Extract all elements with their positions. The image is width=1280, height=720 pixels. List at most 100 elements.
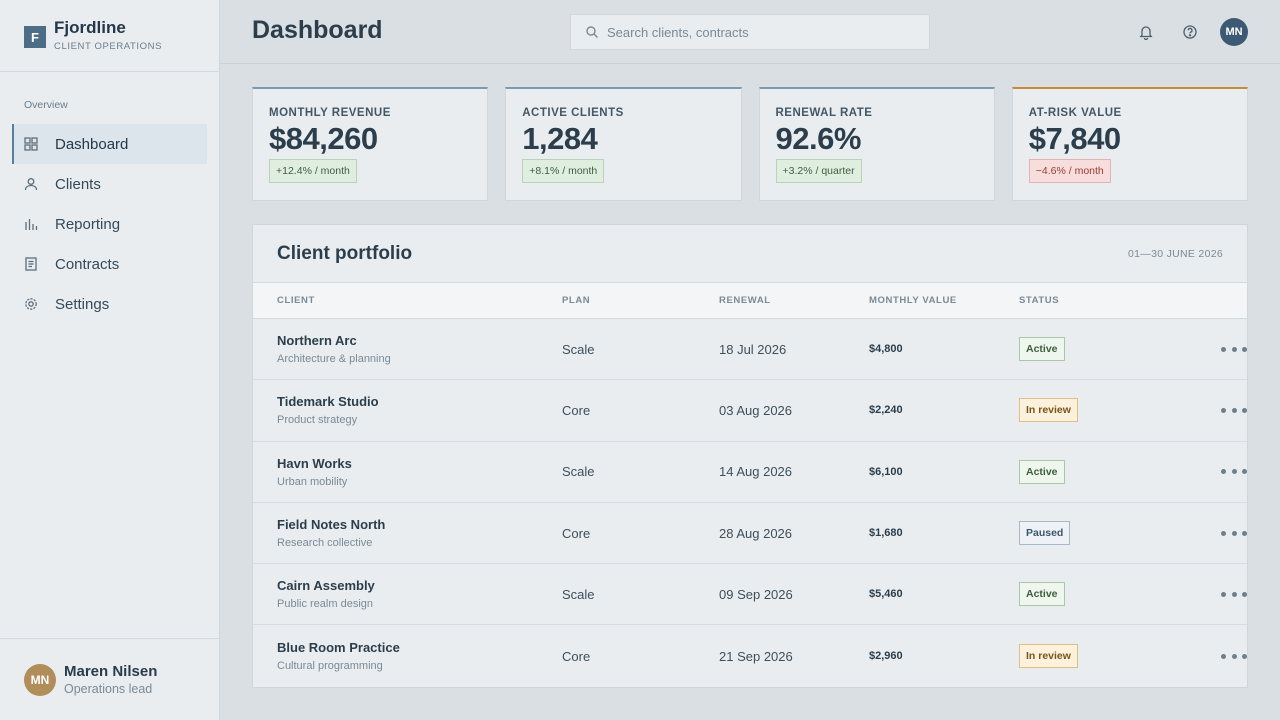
sidebar-nav: Dashboard Clients Reporting Contracts Se… bbox=[0, 124, 219, 324]
status-badge: Active bbox=[1019, 337, 1065, 362]
kpi-label: RENEWAL RATE bbox=[775, 107, 873, 119]
sidebar-item-label: Dashboard bbox=[55, 135, 129, 153]
plan-cell: Scale bbox=[562, 341, 595, 357]
table-row[interactable]: Field Notes North Research collective Core… bbox=[253, 503, 1247, 565]
kpi-card-at-risk-value: AT-RISK VALUE $7,840 −4.6% / month bbox=[1011, 87, 1248, 201]
kpi-label: AT-RISK VALUE bbox=[1028, 107, 1122, 119]
brand-logo: F bbox=[24, 26, 46, 48]
status-badge: Paused bbox=[1019, 521, 1071, 546]
user-name: Maren Nilsen bbox=[64, 663, 158, 680]
sidebar-item-clients[interactable]: Clients bbox=[12, 164, 207, 204]
plan-cell: Core bbox=[562, 525, 591, 541]
sidebar-item-dashboard[interactable]: Dashboard bbox=[12, 124, 207, 164]
plan-cell: Core bbox=[562, 402, 591, 418]
brand-name: Fjordline bbox=[54, 18, 126, 37]
monthly-value-cell: $5,460 bbox=[869, 588, 903, 601]
table-row[interactable]: Northern Arc Architecture & planning Scale… bbox=[253, 319, 1247, 381]
kpi-row: MONTHLY REVENUE $84,260 +12.4% / month A… bbox=[252, 87, 1248, 201]
more-actions-icon[interactable] bbox=[1221, 403, 1247, 417]
bar-chart-icon bbox=[24, 217, 38, 231]
renewal-date-cell: 18 Jul 2026 bbox=[719, 341, 787, 357]
kpi-value: 1,284 bbox=[522, 121, 598, 156]
sidebar-item-label: Contracts bbox=[55, 255, 120, 273]
plan-cell: Scale bbox=[562, 464, 595, 480]
avatar[interactable]: MN bbox=[1220, 18, 1248, 46]
monthly-value-cell: $1,680 bbox=[869, 527, 903, 540]
table-row[interactable]: Havn Works Urban mobility Scale 14 Aug 2026… bbox=[253, 442, 1247, 503]
column-header-status[interactable]: STATUS bbox=[1019, 295, 1060, 306]
more-actions-icon[interactable] bbox=[1221, 649, 1247, 663]
monthly-value-cell: $6,100 bbox=[869, 465, 903, 478]
client-name[interactable]: Blue Room Practice bbox=[277, 640, 400, 656]
client-name[interactable]: Tidemark Studio bbox=[277, 394, 379, 410]
sidebar-item-label: Reporting bbox=[55, 215, 121, 233]
avatar: MN bbox=[24, 663, 56, 696]
sidebar-item-label: Clients bbox=[55, 175, 101, 193]
kpi-value: $7,840 bbox=[1028, 121, 1121, 156]
column-header-monthly-value[interactable]: MONTHLY VALUE bbox=[869, 295, 957, 306]
kpi-value: $84,260 bbox=[269, 121, 378, 156]
top-bar: Dashboard MN bbox=[220, 0, 1280, 64]
kpi-card-active-clients: ACTIVE CLIENTS 1,284 +8.1% / month bbox=[505, 87, 742, 201]
client-description: Product strategy bbox=[277, 414, 358, 427]
client-description: Urban mobility bbox=[277, 475, 348, 488]
status-badge: Active bbox=[1019, 582, 1065, 607]
table-body: Northern Arc Architecture & planning Scale… bbox=[253, 319, 1247, 687]
client-name[interactable]: Cairn Assembly bbox=[277, 578, 375, 594]
status-badge: Active bbox=[1019, 459, 1065, 484]
monthly-value-cell: $4,800 bbox=[869, 343, 903, 356]
user-role: Operations lead bbox=[64, 682, 153, 696]
monthly-value-cell: $2,240 bbox=[869, 404, 903, 417]
nav-section-label: Overview bbox=[24, 99, 68, 111]
portfolio-header: Client portfolio 01—30 JUNE 2026 bbox=[253, 225, 1247, 283]
renewal-date-cell: 14 Aug 2026 bbox=[719, 464, 793, 480]
renewal-date-cell: 21 Sep 2026 bbox=[719, 648, 793, 664]
search-input[interactable] bbox=[607, 24, 907, 40]
table-row[interactable]: Cairn Assembly Public realm design Scale 09… bbox=[253, 564, 1247, 626]
document-icon bbox=[24, 257, 38, 271]
client-portfolio: Client portfolio 01—30 JUNE 2026 CLIENT … bbox=[252, 224, 1248, 688]
plan-cell: Core bbox=[562, 648, 591, 664]
more-actions-icon[interactable] bbox=[1221, 526, 1247, 540]
search-box[interactable] bbox=[570, 14, 930, 50]
portfolio-title: Client portfolio bbox=[277, 242, 413, 264]
more-actions-icon[interactable] bbox=[1221, 587, 1247, 601]
brand-subtitle: CLIENT OPERATIONS bbox=[54, 41, 163, 52]
client-name[interactable]: Havn Works bbox=[277, 455, 352, 471]
sidebar: F Fjordline CLIENT OPERATIONS Overview D… bbox=[0, 0, 220, 720]
sidebar-item-settings[interactable]: Settings bbox=[12, 284, 207, 324]
status-badge: In review bbox=[1019, 398, 1078, 423]
date-range[interactable]: 01—30 JUNE 2026 bbox=[1128, 247, 1223, 260]
help-icon[interactable] bbox=[1180, 22, 1200, 42]
client-name[interactable]: Northern Arc bbox=[277, 333, 357, 349]
more-actions-icon[interactable] bbox=[1221, 465, 1247, 479]
column-header-plan[interactable]: PLAN bbox=[562, 295, 591, 306]
table-header: CLIENT PLAN RENEWAL MONTHLY VALUE STATUS bbox=[253, 283, 1247, 319]
more-actions-icon[interactable] bbox=[1221, 342, 1247, 356]
current-user[interactable]: MN Maren Nilsen Operations lead bbox=[0, 638, 219, 720]
gear-icon bbox=[24, 297, 38, 311]
kpi-delta: +8.1% / month bbox=[522, 159, 605, 183]
kpi-delta: +12.4% / month bbox=[269, 159, 357, 183]
bell-icon[interactable] bbox=[1136, 22, 1156, 42]
kpi-delta: +3.2% / quarter bbox=[775, 159, 862, 183]
plan-cell: Scale bbox=[562, 586, 595, 602]
client-name[interactable]: Field Notes North bbox=[277, 517, 386, 533]
sidebar-item-contracts[interactable]: Contracts bbox=[12, 244, 207, 284]
kpi-card-renewal-rate: RENEWAL RATE 92.6% +3.2% / quarter bbox=[758, 87, 995, 201]
client-description: Architecture & planning bbox=[277, 353, 391, 366]
sidebar-item-reporting[interactable]: Reporting bbox=[12, 204, 207, 244]
kpi-value: 92.6% bbox=[775, 121, 862, 156]
renewal-date-cell: 28 Aug 2026 bbox=[719, 525, 793, 541]
monthly-value-cell: $2,960 bbox=[869, 650, 903, 663]
table-row[interactable]: Blue Room Practice Cultural programming Co… bbox=[253, 625, 1247, 686]
renewal-date-cell: 03 Aug 2026 bbox=[719, 402, 793, 418]
column-header-client[interactable]: CLIENT bbox=[277, 295, 315, 306]
kpi-delta: −4.6% / month bbox=[1028, 159, 1111, 183]
client-description: Cultural programming bbox=[277, 660, 383, 673]
page-title: Dashboard bbox=[252, 16, 383, 44]
table-row[interactable]: Tidemark Studio Product strategy Core 03 Au… bbox=[253, 380, 1247, 442]
column-header-renewal[interactable]: RENEWAL bbox=[719, 295, 771, 306]
kpi-label: MONTHLY REVENUE bbox=[269, 107, 391, 119]
kpi-card-monthly-revenue: MONTHLY REVENUE $84,260 +12.4% / month bbox=[252, 87, 489, 201]
